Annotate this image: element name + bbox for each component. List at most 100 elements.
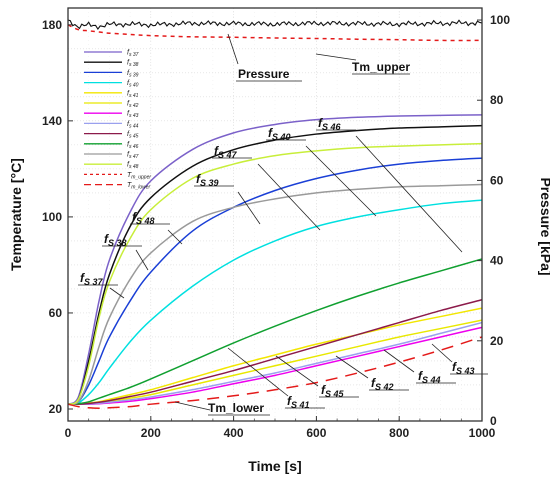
legend-label-sub: s 41 [129,93,139,99]
legend-label-sub: m_upper [131,174,151,180]
series-line-pressure [67,19,483,31]
legend-label-sub: s 39 [129,72,139,78]
annotation-sub: S 47 [218,150,238,160]
series-line-t-m-upper [67,24,483,42]
annotation-f-s-48: fS 48 [132,210,155,226]
legend-label-f-s-47: fs 47 [127,152,139,161]
annotation-f-s-40: fS 40 [268,126,291,142]
y-ticks: 20 60 100 140 180 [42,18,73,416]
annotation-f-s-47: fS 47 [214,144,238,160]
y2-tick-label: 100 [490,13,510,27]
annotation-f-s-39: fS 39 [196,172,219,188]
annotation-tm-lower: Tm_lower [208,401,264,415]
annotation-sub: S 45 [325,389,345,399]
legend-label-f-s-46: fs 46 [127,141,139,150]
series-line-f-s-48 [67,142,483,405]
legend-label-sub: s 45 [129,134,139,140]
legend-label-sub: s 48 [129,164,139,170]
annotation-f-s-45: fS 45 [321,383,345,399]
annotation-sub: S 38 [108,238,127,248]
annotation-sub: S 42 [375,382,394,392]
legend-label-t-m-upper: Tm_upper [127,172,151,181]
annotation-sub: S 37 [84,277,104,287]
annotation-sub: S 48 [136,216,155,226]
legend-label-sub: m_lower [131,185,150,191]
series-line-f-s-40 [67,199,483,405]
annotation-leader [305,145,377,217]
legend-label-f-s-39: fs 39 [127,70,139,79]
x-axis-label: Time [s] [248,458,301,474]
series-line-f-s-44 [67,321,483,405]
legend-label-t-m-lower: Tm_lower [127,182,151,191]
legend-label-f-s-42: fs 42 [127,101,139,110]
annotation-pressure: Pressure [238,67,290,81]
legend-label-sub: s 44 [129,123,139,129]
y-tick-label: 180 [42,18,62,32]
x-ticks: 0 200 400 600 800 1000 [65,416,496,440]
annotation-leader [109,287,125,299]
annotation-leader [227,33,239,65]
series-line-f-s-47 [67,183,483,406]
legend-label-sub: s 38 [129,62,139,68]
legend-label-f-s-41: fs 41 [127,90,139,99]
y2-tick-label: 40 [490,254,504,268]
annotation-leader [275,355,319,387]
annotation-leader [315,53,357,61]
legend-label-f-s-38: fs 38 [127,60,139,69]
annotation-leader [167,229,183,245]
series-layer [67,19,483,410]
legend-label-f-s-43: fs 43 [127,111,139,120]
y-axis-label: Temperature [°C] [8,158,24,271]
y2-tick-label: 20 [490,334,504,348]
x-tick-label: 1000 [469,426,496,440]
annotation-f-s-38: fS 38 [104,232,127,248]
series-line-t-m-lower [67,336,483,410]
annotation-sub: S 39 [200,178,219,188]
x-tick-label: 200 [141,426,161,440]
annotation-leader [335,355,369,379]
annotation-f-s-42: fS 42 [371,376,394,392]
legend-label-f-s-40: fs 40 [127,80,139,89]
annotation-f-s-37: fS 37 [80,271,104,287]
annotation-f-s-44: fS 44 [418,369,441,385]
legend-label-f-s-45: fs 45 [127,131,139,140]
legend-label-sub: s 47 [129,154,139,160]
annotation-sub: S 41 [291,400,310,410]
x-tick-label: 800 [389,426,409,440]
y-tick-label: 60 [49,306,63,320]
annotation-leader [227,347,289,397]
annotation-sub: S 40 [272,132,291,142]
y2-axis-label: Pressure [kPa] [538,177,550,275]
x-tick-label: 400 [224,426,244,440]
y2-ticks: 0 20 40 60 80 100 [477,13,510,428]
annotation-leader [135,249,149,271]
annotation-leader [355,135,463,253]
annotation-leaders [78,33,488,416]
series-line-f-s-39 [67,157,483,405]
annotation-sub: S 46 [322,122,342,132]
annotation-leader [431,343,453,363]
legend-label-f-s-37: fs 37 [127,50,139,59]
legend-label-sub: s 37 [129,52,139,58]
series-line-f-s-45 [67,299,483,405]
legend-label-sub: s 46 [129,144,139,150]
x-tick-label: 0 [65,426,72,440]
x-tick-label: 600 [306,426,326,440]
annotation-leader [237,191,261,225]
y-tick-label: 140 [42,114,62,128]
annotation-sub: S 43 [456,366,475,376]
legend-label-sub: s 40 [129,83,139,89]
legend-label-sub: s 42 [129,103,139,109]
annotation-f-s-41: fS 41 [287,394,310,410]
legend-label-f-s-48: fs 48 [127,162,139,171]
annotation-leader [383,349,415,373]
series-line-f-s-46 [67,258,483,405]
series-line-f-s-37 [67,114,483,405]
annotation-sub: S 44 [422,375,441,385]
annotation-tm-upper: Tm_upper [352,60,410,74]
annotation-leader [174,401,211,411]
y2-tick-label: 60 [490,173,504,187]
